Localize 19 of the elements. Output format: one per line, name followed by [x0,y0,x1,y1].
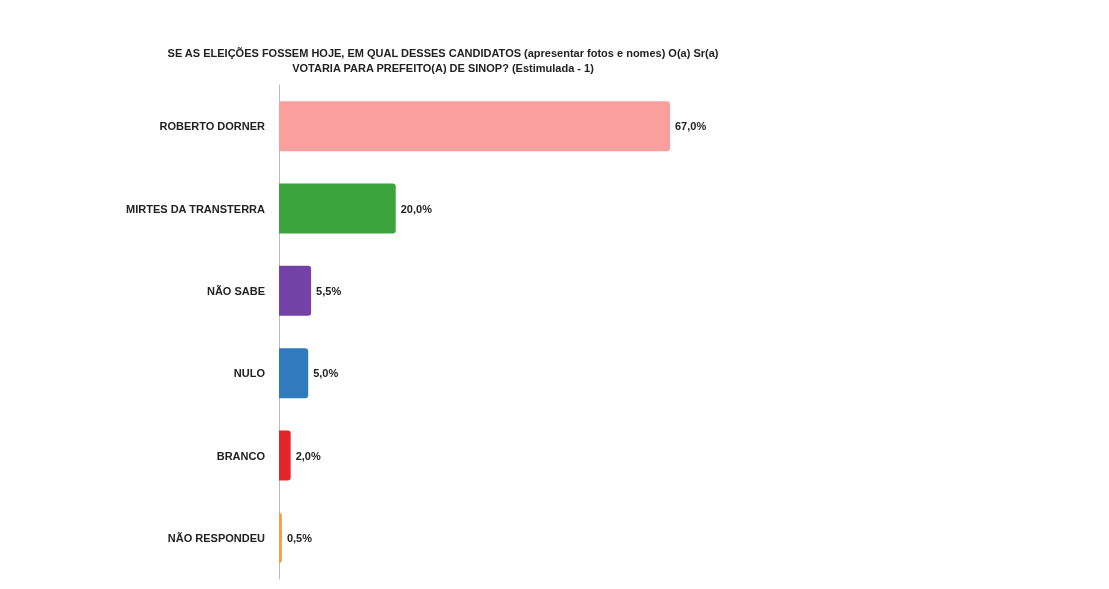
data-label: 5,5% [316,284,342,297]
bar [279,183,396,234]
data-label: 5,0% [313,367,339,380]
data-label: 2,0% [295,449,321,462]
y-tick-label: BRANCO [216,449,266,462]
data-label: 0,5% [286,531,313,544]
bar [279,101,670,152]
data-label: 67,0% [675,120,707,133]
bar [279,348,309,399]
data-label: 20,0% [400,202,433,215]
bar [279,430,291,481]
bar [279,512,282,563]
y-tick-label: MIRTES DA TRANSTERRA [126,202,266,215]
bar [279,265,312,316]
y-tick-label: NÃO SABE [206,284,265,297]
y-tick-label: ROBERTO DORNER [159,120,266,133]
chart-title: SE AS ELEIÇÕES FOSSEM HOJE, EM QUAL DESSES CANDIDATOS (apresentar fotos e nomes) O(a) Sr(a) VOTARIA PARA PREFEITO(A) DE SINOP? (Estimulada - 1) [167,46,719,74]
y-tick-label: NÃO RESPONDEU [167,531,266,544]
y-tick-label: NULO [233,367,266,380]
